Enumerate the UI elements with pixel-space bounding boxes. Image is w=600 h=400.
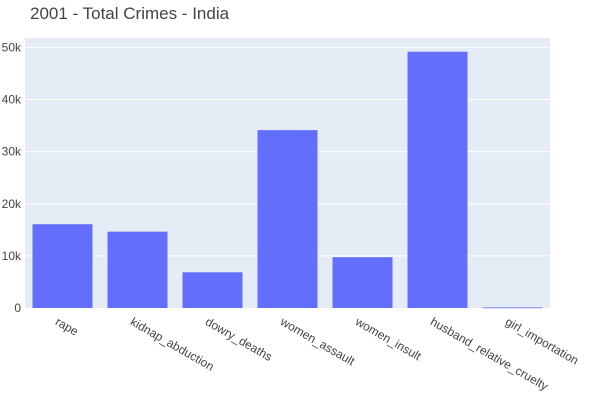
y-tick-label: 0 — [14, 301, 21, 315]
x-tick-label: women_assault — [277, 314, 358, 369]
x-tick-label: dowry_deaths — [203, 314, 275, 363]
y-tick-label: 30k — [2, 145, 22, 159]
y-tick-label: 10k — [2, 249, 22, 263]
y-axis-ticks: 0 10k 20k 30k 40k 50k — [2, 40, 22, 315]
chart-title: 2001 - Total Crimes - India — [30, 4, 230, 23]
bar-women-insult — [332, 257, 393, 308]
bars — [32, 51, 543, 309]
x-tick-label: rape — [53, 314, 81, 338]
bar-husband-relative-cruelty — [407, 51, 468, 308]
bar-dowry-deaths — [182, 272, 243, 308]
x-tick-label: kidnap_abduction — [128, 314, 216, 373]
bar-kidnap-abduction — [107, 231, 168, 308]
y-tick-label: 40k — [2, 93, 22, 107]
y-tick-label: 20k — [2, 197, 22, 211]
bar-women-assault — [257, 130, 318, 308]
y-tick-label: 50k — [2, 40, 22, 54]
bar-rape — [32, 224, 93, 308]
x-tick-label: women_insult — [352, 314, 424, 364]
bar-girl-importation — [482, 307, 543, 309]
